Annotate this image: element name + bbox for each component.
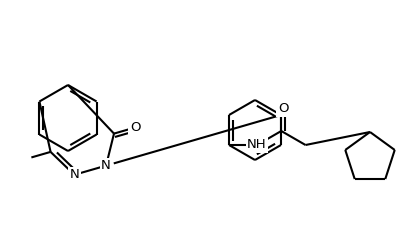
Text: N: N bbox=[69, 168, 79, 181]
Text: O: O bbox=[278, 102, 288, 115]
Text: O: O bbox=[130, 121, 140, 134]
Text: N: N bbox=[101, 159, 111, 172]
Text: NH: NH bbox=[247, 139, 267, 152]
